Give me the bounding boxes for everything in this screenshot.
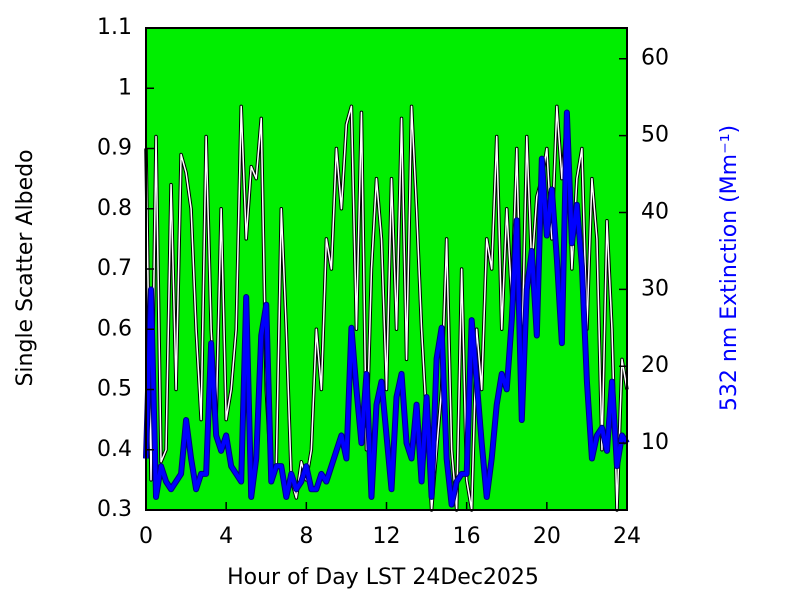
y2-tick-label: 50 — [641, 123, 669, 148]
y-tick-label: 0.8 — [97, 196, 132, 221]
line — [145, 105, 628, 511]
y-tick-label: 0.5 — [97, 377, 132, 402]
y-tick-label: 1 — [118, 75, 132, 100]
y-tick-label: 0.3 — [97, 497, 132, 522]
x-tick-label: 4 — [219, 524, 233, 549]
x-tick-label: 12 — [373, 524, 401, 549]
x-tick-label: 8 — [299, 524, 313, 549]
lines — [143, 104, 630, 512]
y2-tick-label: 40 — [641, 199, 669, 224]
x-axis-label: Hour of Day LST 24Dec2025 — [227, 565, 539, 590]
y-tick-label: 0.9 — [97, 136, 132, 161]
y-tick-label: 0.4 — [97, 437, 132, 462]
x-tick-label: 20 — [533, 524, 561, 549]
x-tick-label: 0 — [139, 524, 153, 549]
y-axis-label: Single Scatter Albedo — [13, 149, 38, 386]
y2-tick-label: 20 — [641, 353, 669, 378]
y-tick-label: 0.7 — [97, 256, 132, 281]
x-tick-label: 24 — [613, 524, 641, 549]
y2-tick-label: 30 — [641, 276, 669, 301]
y-tick-label: 0.6 — [97, 316, 132, 341]
y2-tick-label: 10 — [641, 430, 669, 455]
line — [144, 110, 629, 507]
x-tick-label: 16 — [453, 524, 481, 549]
y-tick-label: 1.1 — [97, 15, 132, 40]
y2-axis-label: 532 nm Extinction (Mm⁻¹) — [717, 125, 742, 411]
y2-tick-label: 60 — [641, 46, 669, 71]
